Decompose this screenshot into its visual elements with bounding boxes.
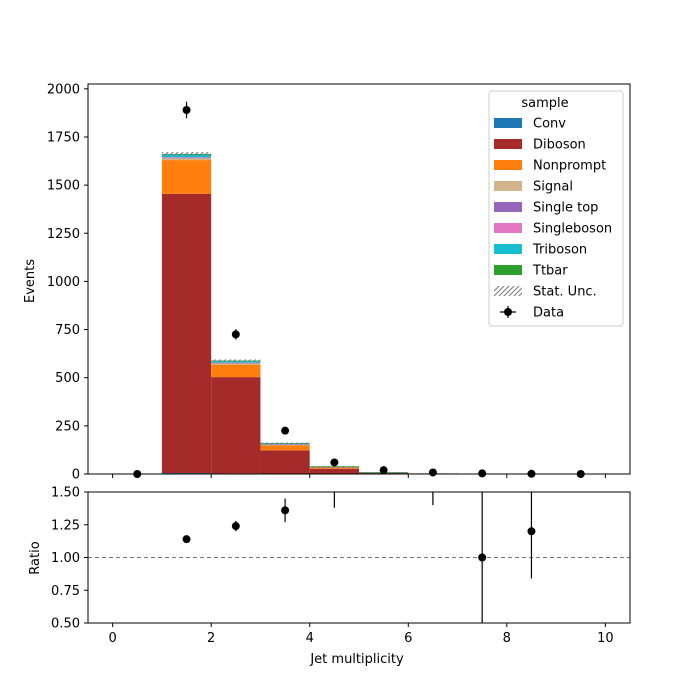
main-y-tick-label-2: 500 [55, 371, 80, 386]
legend-label-ttbar: Ttbar [532, 264, 568, 279]
legend-swatch-nonprompt [494, 160, 522, 170]
legend-swatch-triboson [494, 244, 522, 254]
ratio-point-6 [527, 527, 536, 536]
legend-swatch-singleboson [494, 223, 522, 233]
x-tick-label-4: 8 [503, 631, 511, 646]
main-y-axis-label: Events [23, 259, 38, 303]
legend-box [488, 90, 624, 327]
data-point-7 [478, 469, 487, 478]
ratio-y-tick-label-0: 0.50 [51, 617, 80, 632]
legend-data-marker [504, 308, 512, 316]
data-point-4 [330, 458, 339, 467]
bar-signal-bin-1 [161, 157, 212, 161]
main-y-tick-label-7: 1750 [47, 130, 80, 145]
legend-swatch-diboson [494, 139, 522, 149]
legend-label-diboson: Diboson [533, 138, 586, 153]
bar-diboson-bin-4 [309, 468, 359, 474]
ratio-y-tick-label-1: 0.75 [51, 584, 80, 599]
bar-diboson-bin-1 [161, 193, 212, 474]
legend-swatch-ttbar [494, 265, 522, 275]
ratio-y-tick-label-4: 1.50 [51, 486, 80, 501]
bar-singleboson-bin-1 [161, 157, 212, 158]
ratio-y-tick-label-3: 1.25 [51, 518, 80, 533]
bar-nonprompt-bin-3 [260, 445, 310, 451]
bar-singleboson-bin-2 [211, 362, 261, 364]
data-point-1 [182, 106, 191, 114]
ratio-y-tick-label-2: 1.00 [51, 551, 80, 566]
ratio-points [182, 492, 536, 623]
main-y-tick-label-3: 750 [55, 323, 80, 338]
legend-swatch-conv [494, 118, 522, 128]
data-point-2 [231, 330, 240, 339]
legend-label-triboson: Triboson [532, 243, 587, 258]
bar-nonprompt-bin-1 [161, 160, 212, 194]
x-axis-label: Jet multiplicity [309, 652, 404, 667]
legend-swatch-signal [494, 181, 522, 191]
legend-title: sample [521, 96, 568, 111]
x-tick-label-0: 0 [108, 631, 116, 646]
bar-triboson-bin-2 [211, 360, 261, 363]
data-point-5 [379, 466, 388, 475]
bar-signal-bin-2 [211, 363, 261, 365]
legend-label-singleboson: Singleboson [533, 222, 612, 237]
legend-label-conv: Conv [533, 117, 566, 132]
legend-label-single-top: Single top [533, 201, 598, 216]
legend-swatch-single-top [494, 202, 522, 212]
stat-unc-bin-2 [211, 359, 261, 362]
stat-unc-bin-4 [309, 465, 359, 468]
main-y-tick-label-6: 1500 [47, 179, 80, 194]
ratio-point-5 [478, 553, 487, 562]
data-point-6 [428, 468, 437, 477]
main-y-tick-label-0: 0 [72, 468, 80, 483]
legend-label-nonprompt: Nonprompt [533, 159, 606, 174]
bar-signal-bin-3 [260, 444, 310, 446]
bar-singleboson-bin-3 [260, 444, 310, 445]
ratio-y-axis-label: Ratio [28, 541, 43, 574]
legend-label-stat-unc: Stat. Unc. [533, 285, 597, 300]
stat-unc-bin-1 [161, 151, 212, 156]
main-y-tick-label-5: 1250 [47, 227, 80, 242]
legend-swatch-stat-unc [494, 286, 522, 296]
bar-diboson-bin-3 [260, 450, 310, 474]
data-point-3 [281, 426, 290, 435]
bar-nonprompt-bin-2 [211, 364, 261, 378]
ratio-point-0 [182, 535, 191, 544]
main-y-tick-label-4: 1000 [47, 275, 80, 290]
x-tick-label-1: 2 [207, 631, 215, 646]
ratio-point-1 [231, 522, 240, 531]
bar-diboson-bin-2 [211, 377, 261, 474]
main-y-tick-label-8: 2000 [47, 82, 80, 97]
legend-label-signal: Signal [533, 180, 573, 195]
ratio-point-2 [281, 506, 290, 515]
bar-single-top-bin-1 [161, 157, 212, 159]
main-frame [87, 83, 631, 475]
ratio-panel: 0.50 0.75 1.00 1.25 1.50 0 2 4 6 8 10 [51, 486, 631, 646]
x-tick-label-2: 4 [306, 631, 314, 646]
main-panel: 0 250 500 750 1000 1250 1500 1750 2000 [47, 82, 631, 483]
legend-label-data: Data [533, 306, 564, 321]
bar-nonprompt-bin-4 [309, 467, 359, 469]
legend: sample Conv Diboson Nonprompt Signal Single t… [488, 90, 624, 327]
main-y-tick-label-1: 250 [55, 419, 80, 434]
stat-unc-bin-3 [260, 442, 310, 445]
x-tick-label-3: 6 [404, 631, 412, 646]
x-tick-label-5: 10 [597, 631, 614, 646]
